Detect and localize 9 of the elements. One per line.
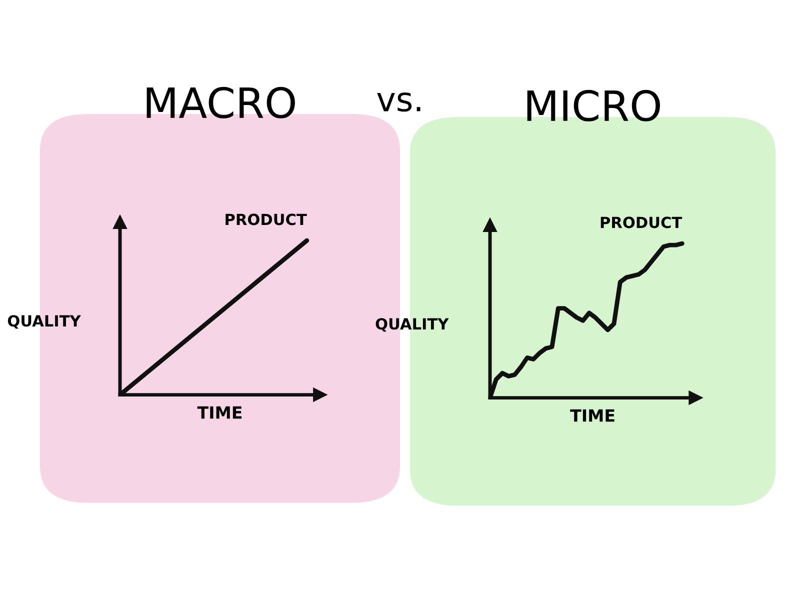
y-axis-title: QUALITY — [8, 315, 81, 329]
series-label: PRODUCT — [226, 214, 307, 226]
text: vs. — [377, 92, 420, 112]
chart-title: MACRO — [146, 86, 295, 118]
series-label: PRODUCT — [600, 216, 682, 228]
y-axis-title: QUALITY — [376, 318, 449, 332]
x-axis-title: TIME — [197, 406, 242, 419]
x-axis-title: TIME — [570, 409, 614, 422]
chart-title: MICRO — [527, 90, 660, 122]
